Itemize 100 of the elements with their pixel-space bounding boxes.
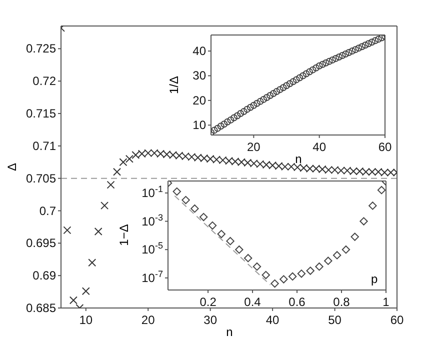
y-tick-label: 0.705 [26,171,56,186]
point [324,256,332,265]
point [365,40,372,48]
y-tick-label: 40 [192,44,206,58]
point [338,52,346,59]
y-tick-label: 10$^{-3}$ [142,212,163,228]
y-axis-title: 1−Δ [117,224,131,246]
point [297,270,306,278]
point [260,96,268,103]
point [100,202,109,210]
point [332,54,340,62]
point [190,204,199,213]
point [276,86,284,94]
point [234,112,241,120]
point [217,230,226,238]
point [125,154,134,163]
point [286,80,294,88]
y-tick-label: 0.7 [39,204,56,218]
x-tick-label: 20 [247,140,261,154]
point [211,126,218,134]
point [119,158,128,166]
point [315,262,324,271]
point [252,262,262,271]
point [377,186,386,194]
point [214,124,222,132]
point [237,110,244,118]
point [316,62,323,70]
point [306,266,314,275]
x-axis-title: n [226,325,233,339]
point [263,94,270,101]
point [240,108,248,116]
point [368,202,377,210]
point [253,100,260,107]
y-axis-title: Δ [5,162,19,171]
x-axis-title: n [295,152,302,166]
point [250,102,258,109]
point [345,49,352,56]
y-tick-label: 0.72 [32,74,56,88]
x-tick-label: 40 [312,140,326,154]
y-tick-label: 0.69 [32,268,56,283]
point [288,272,297,281]
y-tick-label: 0.695 [26,236,56,250]
x-tick-label: 60 [378,140,392,154]
point [299,72,306,80]
point [309,66,316,74]
point [306,68,313,76]
point [270,279,279,288]
y-tick-label: 10$^{-7}$ [142,268,163,285]
point [283,82,290,90]
point [82,287,90,296]
x-tick-label: 50 [328,313,342,327]
y-tick-label: 0.71 [32,138,56,153]
y-tick-label: 20 [192,93,206,108]
point [224,118,231,126]
point [352,46,359,54]
point [374,36,382,43]
y-tick-label: 0.715 [26,106,56,121]
point [69,296,78,304]
point [172,187,181,196]
y-tick-label: 10$^{-5}$ [142,240,163,257]
y-tick-label: 30 [192,68,206,83]
point [319,60,326,68]
x-tick-label: 60 [390,313,404,327]
x-tick-label: 0.8 [333,295,350,309]
point [88,258,96,267]
point [246,104,254,111]
point [342,245,350,254]
point [182,196,190,204]
point [360,217,368,226]
point [348,48,356,55]
point [302,70,310,78]
x-tick-label: 0.4 [244,295,262,309]
point [350,232,359,241]
point [362,42,369,49]
point [280,275,288,284]
point [266,92,274,99]
point [94,228,102,236]
x-tick-label: 1 [382,295,390,309]
point [292,76,300,84]
point [342,50,350,58]
point [336,53,343,60]
point [226,236,234,246]
y-axis-title: 1/Δ [167,75,181,94]
point [332,251,342,260]
point [230,114,238,122]
point [199,212,208,222]
x-axis-title: p [371,272,378,286]
point [227,116,234,124]
point [220,120,228,128]
y-tick-label: 10$^{-1}$ [142,184,163,200]
point [217,122,224,130]
point [235,245,244,254]
x-tick-label: 0.2 [200,295,217,309]
point [113,168,121,176]
point [208,221,217,230]
point [273,88,280,96]
point [106,180,115,189]
point [368,38,376,46]
point [322,59,330,66]
point [378,35,385,42]
